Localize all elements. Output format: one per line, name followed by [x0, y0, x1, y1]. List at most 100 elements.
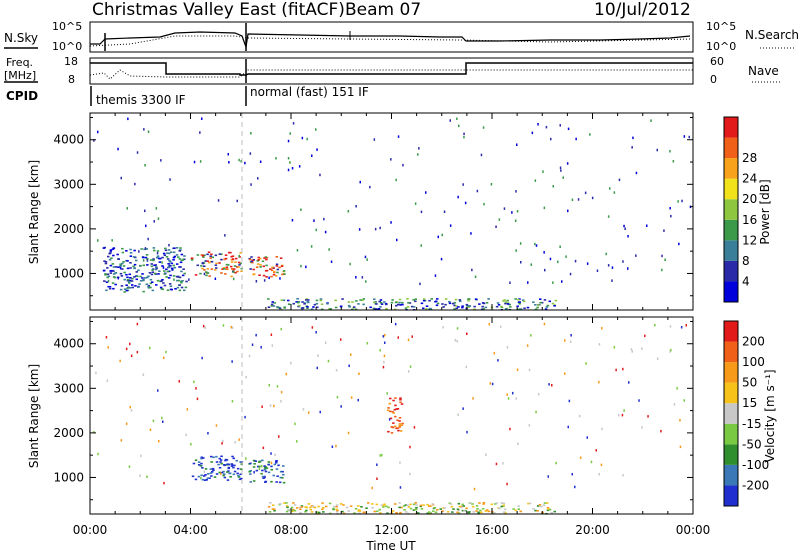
scatter-cell — [366, 258, 368, 261]
scatter-cell — [420, 302, 424, 305]
scatter-cell — [448, 302, 452, 305]
scatter-cell — [273, 302, 276, 304]
scatter-cell — [422, 299, 426, 302]
scatter-cell — [291, 219, 294, 222]
scatter-cell — [112, 287, 115, 290]
scatter-cell — [167, 277, 171, 279]
scatter-cell — [532, 508, 535, 510]
scatter-cell — [232, 457, 235, 460]
scatter-cell — [172, 275, 176, 277]
scatter-cell — [222, 474, 225, 477]
station-title: Christmas Valley East (fitACF) — [92, 0, 345, 20]
scatter-cell — [223, 473, 226, 475]
scatter-cell — [407, 338, 410, 342]
scatter-cell — [500, 505, 503, 508]
scatter-cell — [253, 463, 256, 465]
scatter-cell — [229, 265, 233, 268]
scatter-cell — [267, 506, 271, 508]
scatter-cell — [598, 473, 600, 476]
scatter-cell — [272, 474, 275, 477]
scatter-cell — [106, 276, 109, 279]
scatter-cell — [123, 288, 127, 290]
scatter-cell — [248, 470, 251, 473]
scatter-cell — [457, 306, 460, 308]
scatter-cell — [517, 505, 520, 507]
scatter-cell — [239, 262, 242, 265]
scatter-cell — [585, 362, 587, 365]
scatter-cell — [519, 510, 522, 513]
scatter-cell — [129, 405, 131, 409]
scatter-cell — [335, 510, 339, 513]
scatter-cell — [137, 269, 140, 272]
scatter-cell — [224, 254, 228, 256]
scatter-cell — [222, 267, 226, 269]
scatter-cell — [268, 276, 270, 280]
scatter-cell — [275, 256, 278, 258]
scatter-cell — [270, 275, 273, 278]
scatter-cell — [661, 268, 663, 272]
freq-label: Freq. — [6, 56, 33, 69]
scatter-cell — [156, 251, 159, 255]
scatter-cell — [508, 303, 511, 306]
y-tick-label: 3000 — [53, 381, 84, 395]
scatter-cell — [391, 299, 394, 301]
scatter-cell — [555, 461, 557, 465]
scatter-cell — [504, 308, 508, 310]
scatter-cell — [404, 511, 408, 513]
scatter-cell — [680, 326, 683, 329]
scatter-cell — [365, 507, 368, 509]
scatter-cell — [569, 272, 572, 276]
scatter-cell — [493, 512, 496, 514]
scatter-cell — [151, 289, 155, 292]
scatter-cell — [206, 477, 210, 479]
scatter-cell — [448, 502, 451, 505]
scatter-cell — [413, 426, 416, 429]
scatter-cell — [162, 282, 165, 284]
scatter-cell — [310, 511, 314, 513]
scatter-cell — [190, 257, 194, 259]
velocity-colorbar: 200 100 50 15 -15 -50 -100 -200 — [723, 320, 769, 507]
scatter-cell — [273, 509, 276, 512]
scatter-cell — [391, 510, 395, 512]
scatter-cell — [207, 473, 210, 475]
scatter-cell — [257, 259, 260, 261]
scatter-cell — [669, 325, 672, 328]
scatter-cell — [511, 211, 513, 214]
x-tick-label: 00:00 — [676, 523, 711, 537]
scatter-cell — [130, 354, 133, 357]
scatter-cell — [290, 509, 293, 511]
scatter-cell — [194, 274, 198, 276]
date-label: 10/Jul/2012 — [594, 0, 691, 20]
scatter-cell — [566, 162, 569, 165]
scatter-cell — [317, 354, 319, 357]
scatter-cell — [170, 288, 173, 291]
scatter-cell — [229, 476, 232, 478]
scatter-cell — [188, 278, 190, 281]
scatter-cell — [265, 276, 268, 278]
scatter-cell — [528, 502, 532, 505]
scatter-cell — [129, 267, 132, 269]
scatter-cell — [231, 360, 233, 363]
scatter-cell — [579, 456, 582, 459]
scatter-cell — [390, 426, 394, 428]
scatter-cell — [456, 340, 458, 343]
scatter-cell — [461, 509, 465, 512]
scatter-cell — [631, 350, 633, 353]
scatter-cell — [169, 251, 173, 253]
scatter-cell — [212, 469, 215, 471]
scatter-cell — [519, 308, 523, 310]
scatter-cell — [398, 420, 401, 422]
scatter-cell — [150, 265, 154, 268]
scatter-cell — [287, 303, 291, 305]
scatter-cell — [494, 503, 497, 505]
frequency-frame — [89, 57, 694, 85]
scatter-cell — [495, 305, 499, 308]
scatter-cell — [279, 476, 282, 479]
scatter-cell — [394, 301, 398, 304]
scatter-cell — [129, 342, 131, 346]
scatter-cell — [121, 262, 124, 265]
scatter-cell — [307, 301, 310, 304]
scatter-cell — [550, 137, 552, 141]
scatter-cell — [347, 304, 351, 307]
scatter-cell — [267, 298, 270, 300]
